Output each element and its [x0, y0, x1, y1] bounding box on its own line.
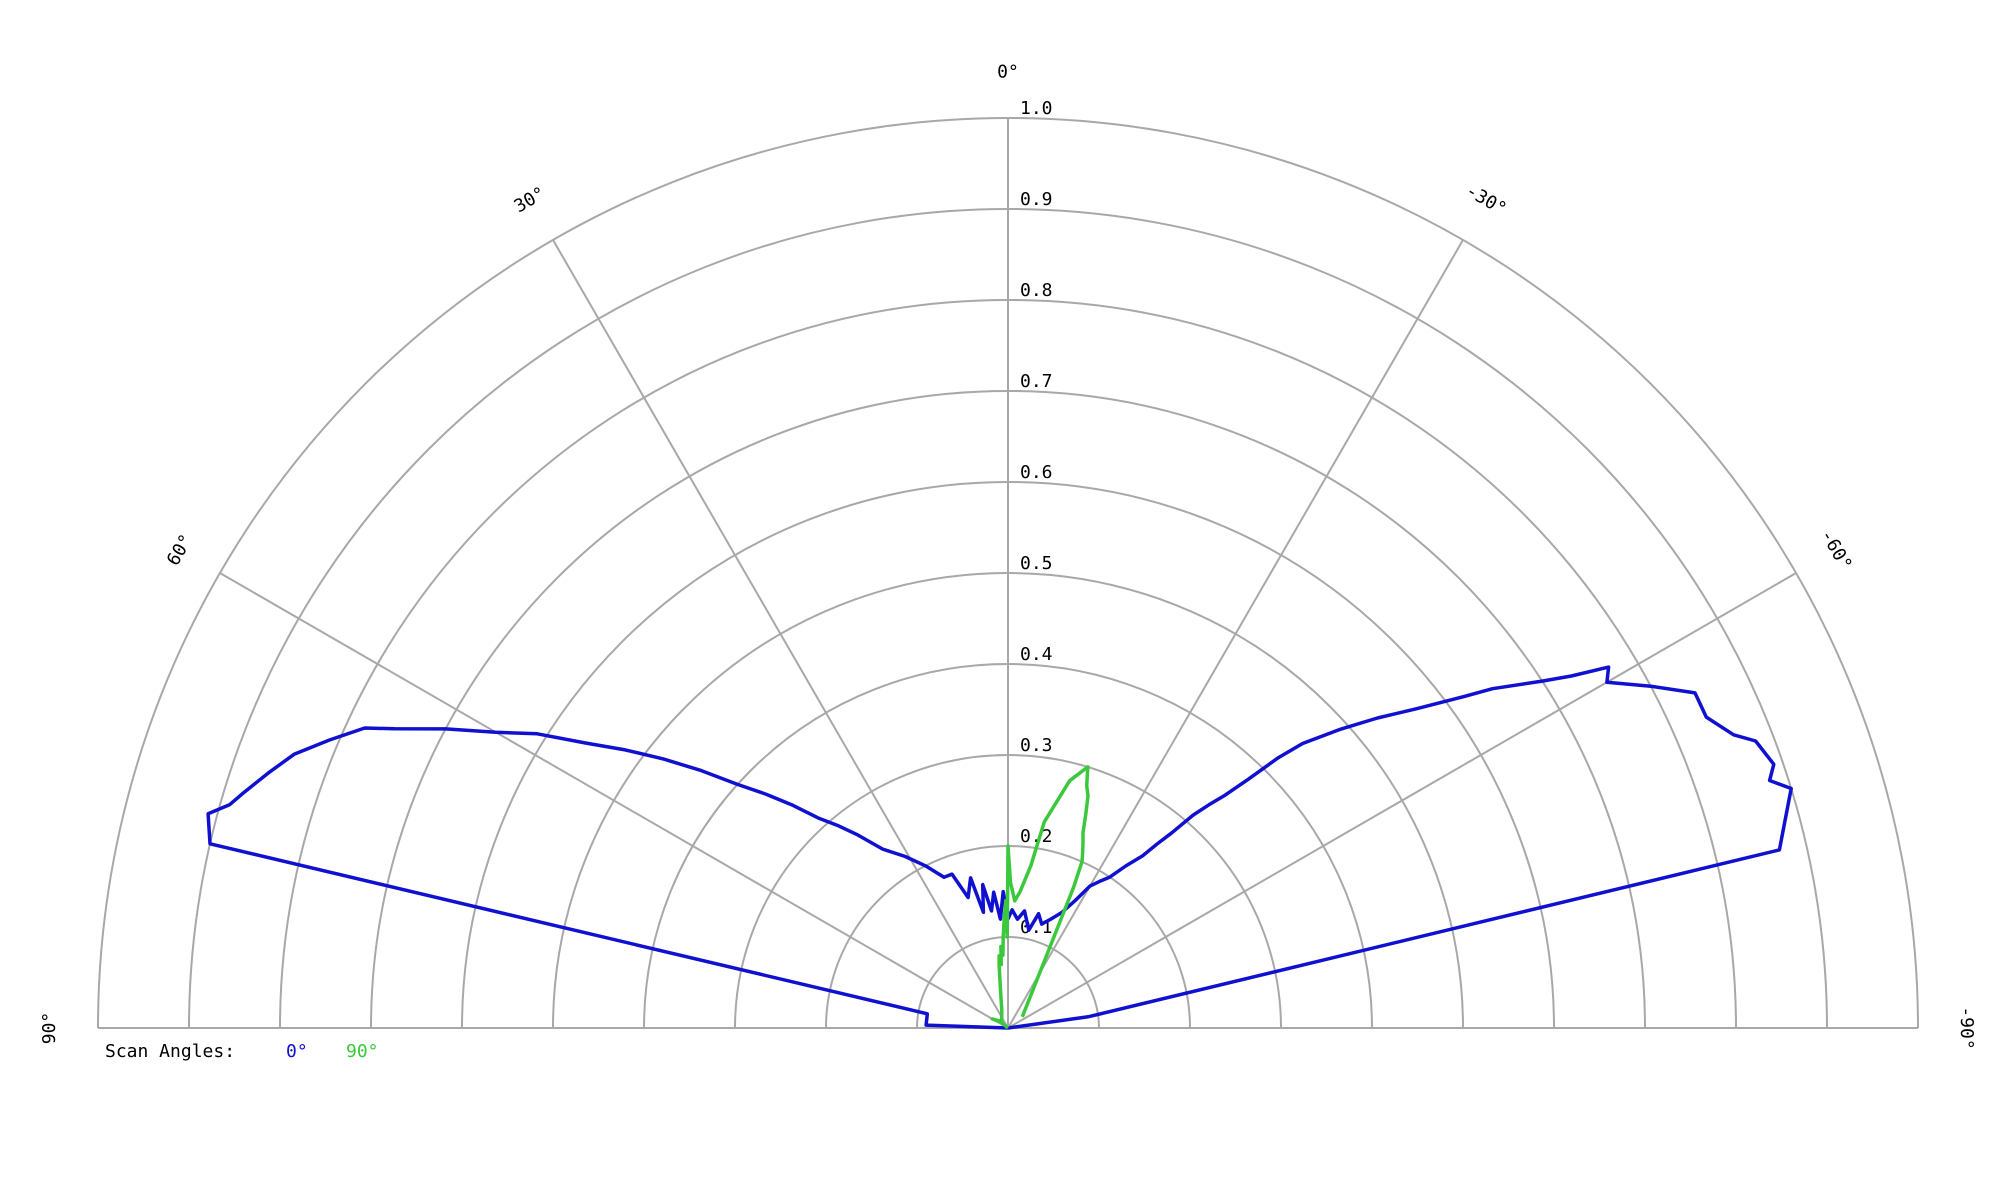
radial-tick-label-4: 0.5 — [1020, 553, 1053, 574]
radial-tick-label-2: 0.3 — [1020, 735, 1053, 756]
angle-tick-label-5: -60° — [1816, 526, 1856, 574]
radial-tick-label-5: 0.6 — [1020, 462, 1053, 483]
radial-tick-label-6: 0.7 — [1020, 371, 1053, 392]
angle-tick-label-1: 60° — [163, 531, 197, 570]
angle-tick-label-3: 0° — [997, 62, 1019, 83]
grid-spoke-5 — [1007, 572, 1797, 1029]
angle-tick-label-0: 90° — [39, 1012, 60, 1045]
legend-entry-90: 90° — [346, 1041, 379, 1062]
grid-spoke-2 — [552, 239, 1009, 1029]
radial-tick-label-9: 1.0 — [1020, 98, 1053, 119]
radial-tick-label-8: 0.9 — [1020, 189, 1053, 210]
radial-tick-label-1: 0.2 — [1020, 826, 1053, 847]
legend-entry-0: 0° — [286, 1041, 308, 1062]
radial-tick-labels: 0.10.20.30.40.50.60.70.80.91.0 — [1020, 98, 1053, 938]
angle-tick-label-4: -30° — [1462, 180, 1510, 220]
radial-tick-label-7: 0.8 — [1020, 280, 1053, 301]
series-line-1 — [990, 765, 1090, 1030]
series-line-0 — [206, 665, 1793, 1030]
grid-spoke-1 — [219, 572, 1009, 1029]
angle-tick-label-6: -90° — [1956, 1006, 1977, 1049]
legend-title: Scan Angles: — [105, 1041, 235, 1062]
legend: Scan Angles: 0° 90° — [105, 1041, 379, 1062]
series-layer — [206, 665, 1793, 1030]
radial-tick-label-3: 0.4 — [1020, 644, 1053, 665]
angle-tick-label-2: 30° — [511, 183, 550, 217]
grid-spoke-4 — [1007, 239, 1464, 1029]
